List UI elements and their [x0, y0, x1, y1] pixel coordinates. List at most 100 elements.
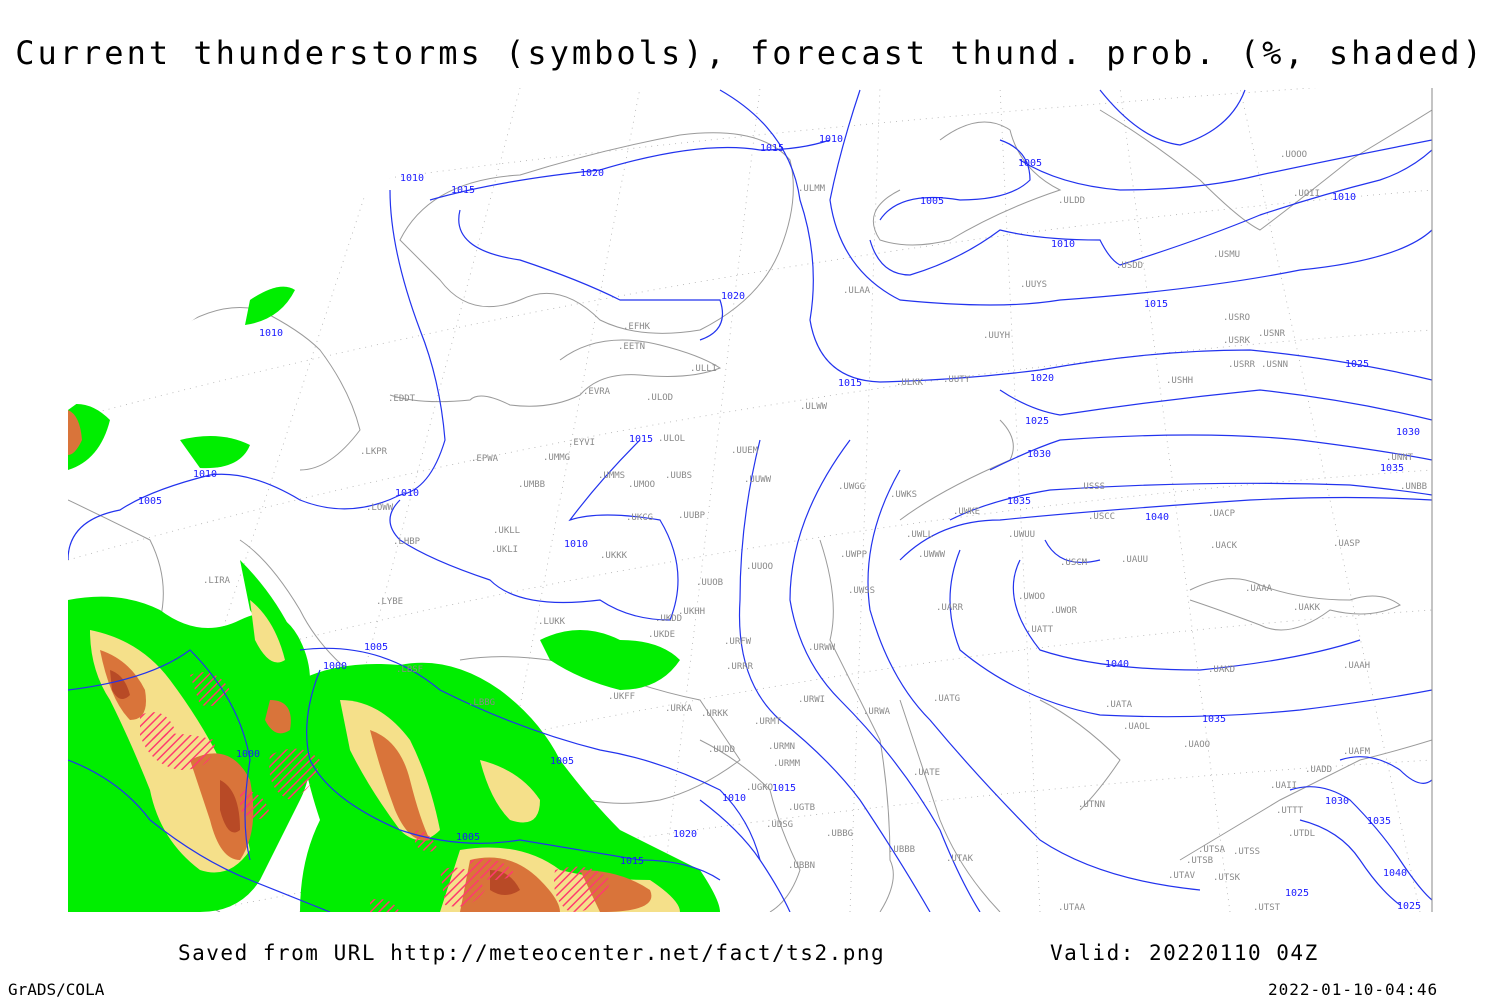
station-label: .USRR	[1228, 360, 1256, 370]
isobar-label: 1005	[456, 832, 480, 843]
station-label: .URMN	[768, 742, 795, 752]
station-label: .UGTB	[788, 803, 815, 813]
station-label: .UTDL	[1288, 829, 1315, 839]
station-label: .UTNN	[1078, 800, 1105, 810]
isobar-label: 1020	[673, 829, 697, 840]
station-label: .USMU	[1213, 250, 1240, 260]
isobar-label: 1010	[259, 328, 283, 339]
isobar-label: 1005	[364, 642, 388, 653]
station-label: .EFHK	[623, 322, 651, 332]
station-label: .EVRA	[583, 387, 611, 397]
isobar-label: 1010	[722, 793, 746, 804]
station-label: .UUBP	[678, 511, 706, 521]
station-label: .UMOO	[628, 480, 655, 490]
software-credit: GrADS/COLA	[8, 980, 105, 999]
station-label: .UKKK	[600, 551, 628, 561]
station-label: .UTSB	[1186, 856, 1213, 866]
isobar-label: 1035	[1007, 496, 1031, 507]
station-label: .UMBB	[518, 480, 545, 490]
station-label: .UWKE	[953, 507, 980, 517]
station-label: .UAII	[1270, 781, 1297, 791]
station-label: .LBBG	[468, 698, 495, 708]
isobar-label: 1015	[760, 143, 784, 154]
station-label: .UOOO	[1280, 150, 1307, 160]
station-label: .ULWW	[800, 402, 828, 412]
isobar-label: 1000	[323, 661, 347, 672]
station-label: .UUBS	[665, 471, 692, 481]
station-label: .URKA	[665, 704, 693, 714]
station-label: .UKFF	[608, 692, 635, 702]
station-label: .UMMG	[543, 453, 570, 463]
station-label: .USRO	[1223, 313, 1250, 323]
station-label: .UUEM	[731, 446, 759, 456]
station-label: .UUOB	[696, 578, 723, 588]
station-label: .UWOR	[1050, 606, 1078, 616]
station-label: .USRK	[1223, 336, 1251, 346]
station-label: .USHH	[1166, 376, 1193, 386]
isobar-label: 1020	[580, 168, 604, 179]
isobar-label: 1025	[1285, 888, 1309, 899]
station-label: .UAAA	[1245, 584, 1273, 594]
station-label: .ULMM	[798, 184, 826, 194]
station-label: .UKDD	[655, 614, 682, 624]
isobars	[68, 89, 1432, 912]
station-label: .UWPP	[840, 550, 868, 560]
isobar-label: 1005	[138, 496, 162, 507]
station-label: .EPWA	[471, 454, 499, 464]
isobar-label: 1035	[1202, 714, 1226, 725]
isobar-label: 1015	[451, 185, 475, 196]
generated-timestamp: 2022-01-10-04:46	[1268, 980, 1439, 999]
isobar-label: 1030	[1027, 449, 1051, 460]
isobar-label: 1025	[1397, 901, 1421, 912]
thunderstorm-symbols	[140, 672, 610, 912]
station-label: .UNBB	[1400, 482, 1427, 492]
station-label: .UKDE	[648, 630, 675, 640]
station-label: .UAUU	[1121, 555, 1148, 565]
station-label: .UATE	[913, 768, 940, 778]
station-label: .URFW	[724, 637, 752, 647]
station-label: .UTAA	[1058, 903, 1086, 913]
station-label: .UWLL	[906, 530, 933, 540]
valid-time: Valid: 20220110 04Z	[1050, 941, 1319, 965]
isobar-label: 1010	[819, 134, 843, 145]
station-label: .UUYH	[983, 331, 1010, 341]
station-label: .LOWW	[366, 503, 394, 513]
station-label: .ULDD	[1058, 196, 1085, 206]
isobar-label: 1015	[838, 378, 862, 389]
isobar-label: 1015	[1144, 299, 1168, 310]
station-label: .UTAK	[946, 854, 974, 864]
station-label: .ULKK	[896, 378, 924, 388]
station-label: .USSS	[1078, 482, 1105, 492]
station-label: .UATG	[933, 694, 960, 704]
station-label: .USCC	[1088, 512, 1115, 522]
station-label: .LBSF	[396, 665, 423, 675]
station-label: .UUOO	[746, 562, 773, 572]
station-label: .EETN	[618, 342, 645, 352]
station-label: .EYVI	[568, 438, 595, 448]
isobar-label: 1020	[1030, 373, 1054, 384]
station-label: .UWGG	[838, 482, 865, 492]
isobar-label: 1015	[629, 434, 653, 445]
station-label: .UTSK	[1213, 873, 1241, 883]
isobar-label: 1040	[1383, 868, 1407, 879]
station-label: .ULOD	[646, 393, 673, 403]
station-label: .UOII	[1293, 189, 1320, 199]
station-label: .UNNT	[1386, 453, 1414, 463]
station-label: .UTTT	[1276, 806, 1304, 816]
isobar-label: 1030	[1396, 427, 1420, 438]
station-label: .UUDD	[708, 745, 735, 755]
station-label: .LIRA	[203, 576, 231, 586]
station-label: .UUWW	[744, 475, 772, 485]
station-label: .UTST	[1253, 903, 1281, 913]
station-label: .UAOO	[1183, 740, 1210, 750]
station-label: .UKHH	[678, 607, 705, 617]
isobar-label: 1005	[1018, 158, 1042, 169]
isobar-label: 1010	[395, 488, 419, 499]
isobar-label: 1010	[1051, 239, 1075, 250]
station-label: .UACP	[1208, 509, 1236, 519]
station-label: .UAFM	[1343, 747, 1371, 757]
station-label: .UACK	[1210, 541, 1238, 551]
station-label: .UAAH	[1343, 661, 1370, 671]
station-label: .UKCG	[626, 513, 653, 523]
isobar-label: 1010	[1332, 192, 1356, 203]
